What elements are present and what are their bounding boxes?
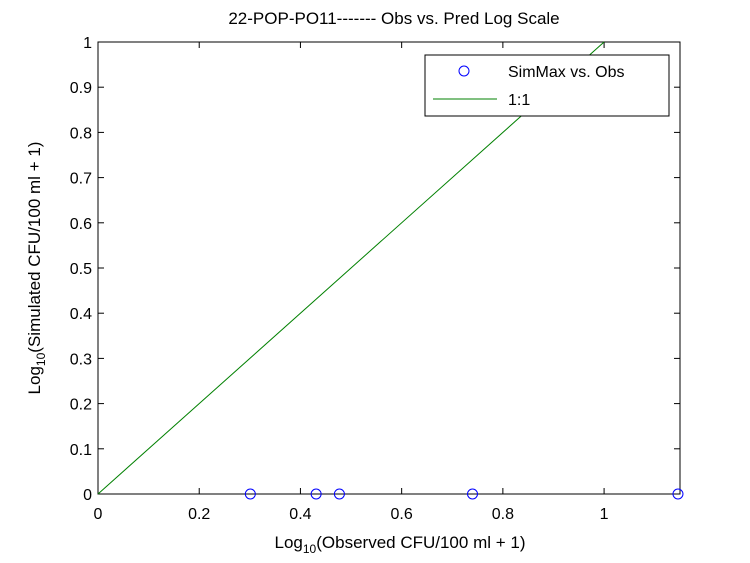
y-tick-label: 0.9 — [70, 80, 92, 97]
y-tick-label: 0.2 — [70, 397, 92, 414]
y-tick-label: 0.7 — [70, 171, 92, 188]
legend: SimMax vs. Obs 1:1 — [424, 54, 670, 117]
series-layer — [97, 41, 684, 500]
x-axis-label-subscript: 10 — [303, 542, 317, 556]
y-tick-label: 0.8 — [70, 125, 92, 142]
y-tick-label: 0.6 — [70, 216, 92, 233]
x-tick-label: 0.4 — [289, 506, 311, 523]
y-tick-label: 0.5 — [70, 261, 92, 278]
plot-area — [97, 41, 681, 495]
data-point-circle — [672, 488, 684, 500]
one-to-one-line — [97, 41, 605, 495]
y-tick-label: 1 — [83, 35, 92, 52]
data-point-circle — [333, 488, 345, 500]
x-axis-label-prefix: Log — [275, 533, 303, 552]
y-tick-label: 0.4 — [70, 306, 92, 323]
x-axis-label-suffix: (Observed CFU/100 ml + 1) — [316, 533, 525, 552]
x-tick-label: 0.2 — [188, 506, 210, 523]
x-axis-label: Log10(Observed CFU/100 ml + 1) — [275, 533, 526, 556]
x-axis: 0 0.2 0.4 0.6 0.8 1 — [94, 42, 609, 523]
chart-title: 22-POP-PO11------- Obs vs. Pred Log Scal… — [228, 9, 559, 28]
x-tick-label: 0 — [94, 506, 103, 523]
y-tick-label: 0.1 — [70, 442, 92, 459]
x-tick-label: 0.6 — [391, 506, 413, 523]
data-point-circle — [244, 488, 256, 500]
legend-box — [424, 54, 670, 117]
y-axis-label-prefix: Log — [25, 366, 44, 394]
data-point-circle — [310, 488, 322, 500]
y-axis-label: Log10(Simulated CFU/100 ml + 1) — [25, 142, 48, 395]
y-tick-label: 0.3 — [70, 351, 92, 368]
y-tick-label: 0 — [83, 487, 92, 504]
y-axis-label-suffix: (Simulated CFU/100 ml + 1) — [25, 142, 44, 353]
data-point-circle — [467, 488, 479, 500]
y-axis-label-subscript: 10 — [34, 352, 48, 366]
x-tick-label: 0.8 — [492, 506, 514, 523]
legend-label-series-2: 1:1 — [508, 92, 530, 109]
legend-marker-circle — [458, 65, 470, 77]
x-tick-label: 1 — [600, 506, 609, 523]
y-axis: 0 0.1 0.2 0.3 0.4 0.5 0.6 0.7 0.8 0.9 1 — [70, 35, 680, 504]
legend-label-series-1: SimMax vs. Obs — [508, 64, 624, 81]
